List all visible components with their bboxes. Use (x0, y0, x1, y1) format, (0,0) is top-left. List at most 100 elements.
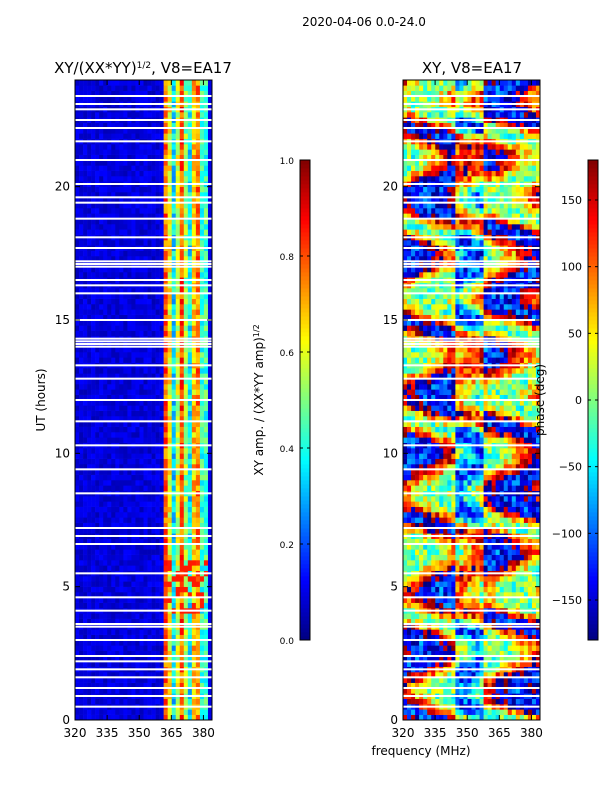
heatmap-cell (167, 629, 173, 635)
heatmap-cell (143, 560, 148, 566)
heatmap-cell (95, 464, 100, 470)
heatmap-cell (187, 698, 193, 705)
heatmap-cell (159, 448, 164, 454)
heatmap-cell (171, 602, 177, 609)
colorbar-segment (300, 396, 310, 401)
heatmap-cell (119, 640, 124, 646)
heatmap-cell (183, 314, 189, 321)
heatmap-cell (123, 229, 128, 235)
heatmap-cell (183, 352, 189, 358)
heatmap-cell (171, 389, 177, 395)
heatmap-cell (127, 650, 132, 657)
heatmap-cell (111, 112, 116, 118)
heatmap-cell (171, 458, 177, 465)
heatmap-cell (99, 629, 104, 635)
heatmap-cell (151, 320, 156, 326)
heatmap-cell (407, 677, 412, 683)
heatmap-cell (207, 352, 213, 358)
heatmap-cell (131, 368, 136, 374)
heatmap-cell (91, 213, 96, 219)
heatmap-cell (491, 618, 496, 625)
heatmap-cell (103, 650, 108, 657)
heatmap-cell (139, 485, 144, 491)
heatmap-cell (435, 629, 440, 635)
heatmap-cell (195, 565, 201, 571)
heatmap-cell (135, 170, 140, 177)
heatmap-cell (139, 592, 144, 598)
heatmap-cell (187, 357, 193, 363)
heatmap-cell (435, 698, 440, 705)
heatmap-cell (503, 677, 509, 683)
heatmap-cell (75, 346, 80, 353)
heatmap-cell (143, 464, 148, 470)
heatmap-cell (95, 112, 100, 118)
heatmap-cell (83, 650, 88, 657)
heatmap-cell (175, 176, 181, 182)
heatmap-cell (107, 192, 112, 198)
heatmap-cell (199, 496, 205, 502)
heatmap-cell (167, 698, 173, 705)
heatmap-cell (103, 154, 108, 161)
heatmap-cell (155, 458, 160, 465)
figure-title: 2020-04-06 0.0-24.0 (302, 15, 426, 29)
colorbar-segment (300, 424, 310, 429)
heatmap-cell (455, 629, 460, 635)
heatmap-cell (123, 522, 128, 529)
heatmap-cell (163, 368, 168, 374)
heatmap-cell (187, 213, 193, 219)
heatmap-cell (191, 357, 197, 363)
heatmap-cell (403, 634, 408, 641)
heatmap-cell (79, 581, 84, 587)
heatmap-cell (471, 698, 476, 705)
heatmap-cell (187, 272, 193, 278)
heatmap-cell (171, 682, 177, 689)
heatmap-cell (483, 650, 488, 657)
heatmap-cell (99, 522, 104, 529)
heatmap-cell (91, 378, 96, 385)
heatmap-cell (139, 90, 144, 97)
heatmap-cell (131, 288, 136, 294)
heatmap-cell (139, 309, 144, 315)
colorbar-segment (300, 228, 310, 233)
heatmap-cell (175, 288, 181, 294)
heatmap-cell (83, 288, 88, 294)
heatmap-cell (195, 688, 201, 694)
heatmap-cell (143, 448, 148, 454)
heatmap-cell (83, 485, 88, 491)
heatmap-cell (163, 112, 168, 118)
heatmap-cell (123, 602, 128, 609)
heatmap-cell (83, 437, 88, 443)
flagged-time-row (75, 572, 212, 575)
heatmap-cell (179, 421, 185, 427)
heatmap-cell (143, 229, 148, 235)
heatmap-cell (203, 549, 209, 555)
heatmap-cell (119, 437, 124, 443)
heatmap-cell (83, 218, 88, 225)
heatmap-cell (119, 512, 124, 518)
heatmap-cell (147, 256, 152, 262)
heatmap-cell (167, 384, 173, 390)
heatmap-cell (111, 538, 116, 545)
heatmap-cell (419, 672, 424, 678)
heatmap-cell (207, 373, 213, 379)
heatmap-cell (499, 650, 505, 657)
heatmap-cell (119, 506, 124, 513)
heatmap-cell (143, 213, 148, 219)
heatmap-cell (103, 485, 108, 491)
heatmap-cell (79, 160, 84, 166)
heatmap-cell (479, 613, 484, 619)
heatmap-cell (79, 618, 84, 625)
heatmap-cell (187, 160, 193, 166)
heatmap-cell (451, 629, 456, 635)
heatmap-cell (167, 410, 173, 417)
heatmap-cell (179, 538, 185, 545)
heatmap-cell (179, 416, 185, 422)
heatmap-cell (199, 597, 205, 603)
heatmap-cell (163, 640, 168, 646)
heatmap-cell (131, 453, 136, 459)
heatmap-cell (163, 416, 168, 422)
heatmap-cell (175, 250, 181, 257)
heatmap-cell (403, 629, 408, 635)
heatmap-cell (183, 80, 189, 86)
heatmap-cell (487, 650, 492, 657)
